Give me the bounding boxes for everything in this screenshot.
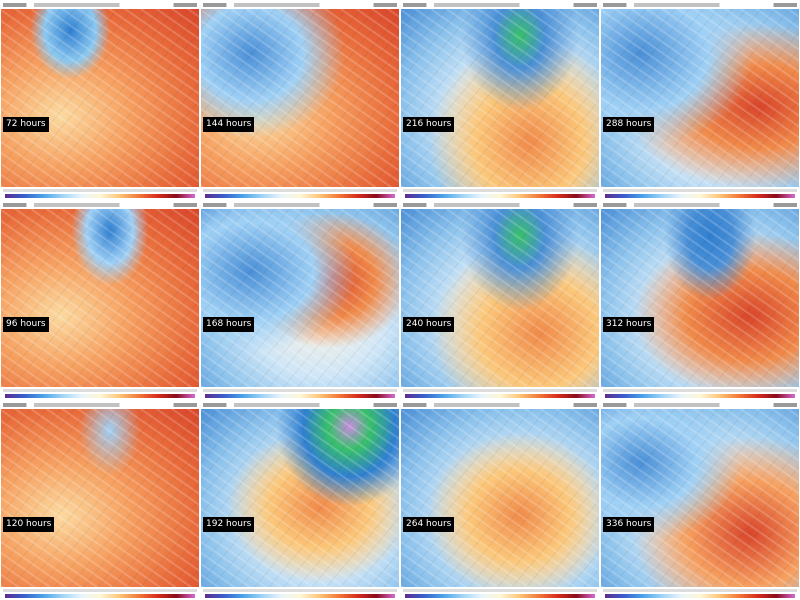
panel-footer (3, 589, 197, 592)
color-bar (605, 194, 795, 198)
panel-footer (403, 389, 597, 392)
panel-footer (603, 589, 797, 592)
forecast-hour-label: 216 hours (403, 117, 455, 132)
anomaly-map (601, 209, 799, 387)
anomaly-map (1, 409, 199, 587)
panel-footer (603, 189, 797, 192)
color-bar (405, 394, 595, 398)
color-bar (405, 194, 595, 198)
panel-header (603, 403, 797, 407)
forecast-hour-label: 192 hours (203, 517, 255, 532)
anomaly-map (401, 409, 599, 587)
anomaly-map (201, 209, 399, 387)
forecast-hour-label: 264 hours (403, 517, 455, 532)
forecast-hour-label: 168 hours (203, 317, 255, 332)
anomaly-map (401, 209, 599, 387)
forecast-hour-label: 312 hours (603, 317, 655, 332)
panel-footer (3, 189, 197, 192)
color-bar (205, 394, 395, 398)
panel-footer (203, 189, 397, 192)
panel-footer (603, 389, 797, 392)
color-bar (5, 194, 195, 198)
panel-footer (3, 389, 197, 392)
color-bar (605, 594, 795, 598)
panel-header (3, 203, 197, 207)
panel-header (403, 3, 597, 7)
color-bar (205, 594, 395, 598)
map-panel: 192 hours (201, 401, 399, 599)
anomaly-map (201, 409, 399, 587)
panel-footer (403, 589, 597, 592)
map-panel: 72 hours (1, 1, 199, 199)
panel-footer (203, 389, 397, 392)
panel-header (3, 3, 197, 7)
panel-header (203, 203, 397, 207)
forecast-hour-label: 144 hours (203, 117, 255, 132)
map-panel: 240 hours (401, 201, 599, 399)
anomaly-map (1, 9, 199, 187)
map-panel: 96 hours (1, 201, 199, 399)
forecast-hour-label: 72 hours (3, 117, 49, 132)
panel-header (403, 403, 597, 407)
color-bar (205, 194, 395, 198)
map-panel: 144 hours (201, 1, 399, 199)
forecast-hour-label: 288 hours (603, 117, 655, 132)
forecast-hour-label: 240 hours (403, 317, 455, 332)
panel-header (3, 403, 197, 407)
panel-footer (403, 189, 597, 192)
map-panel: 288 hours (601, 1, 799, 199)
color-bar (5, 594, 195, 598)
color-bar (5, 394, 195, 398)
anomaly-map (401, 9, 599, 187)
map-panel: 336 hours (601, 401, 799, 599)
map-panel: 216 hours (401, 1, 599, 199)
panel-header (203, 403, 397, 407)
map-panel: 264 hours (401, 401, 599, 599)
panel-header (203, 3, 397, 7)
forecast-hour-label: 120 hours (3, 517, 55, 532)
map-panel: 312 hours (601, 201, 799, 399)
anomaly-map (201, 9, 399, 187)
panel-footer (203, 589, 397, 592)
panel-header (403, 203, 597, 207)
forecast-hour-label: 96 hours (3, 317, 49, 332)
map-panel: 120 hours (1, 401, 199, 599)
anomaly-map (601, 9, 799, 187)
forecast-hour-label: 336 hours (603, 517, 655, 532)
anomaly-map (1, 209, 199, 387)
color-bar (605, 394, 795, 398)
anomaly-map (601, 409, 799, 587)
panel-header (603, 203, 797, 207)
panel-header (603, 3, 797, 7)
color-bar (405, 594, 595, 598)
map-panel: 168 hours (201, 201, 399, 399)
